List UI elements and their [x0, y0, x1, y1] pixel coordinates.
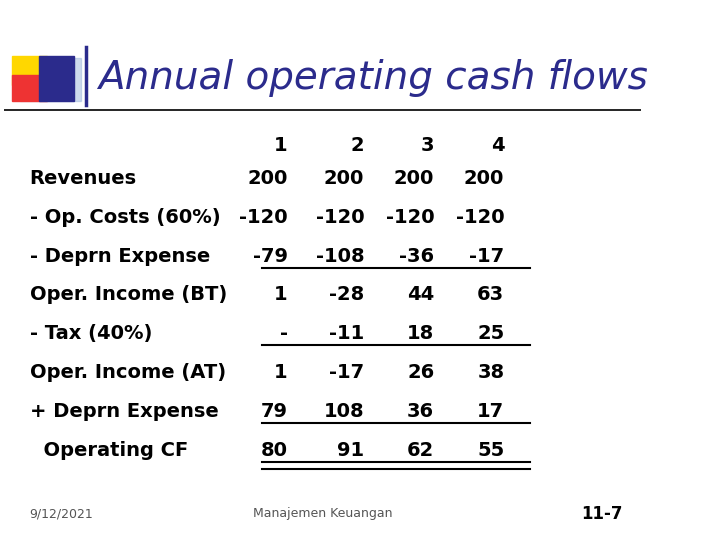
Text: 18: 18 [407, 325, 434, 343]
Text: -36: -36 [399, 247, 434, 266]
Text: Operating CF: Operating CF [30, 441, 188, 460]
Text: 11-7: 11-7 [581, 504, 622, 523]
Text: -17: -17 [469, 247, 505, 266]
Text: Revenues: Revenues [30, 169, 137, 188]
Text: -120: -120 [239, 208, 288, 227]
Text: 1: 1 [274, 136, 288, 154]
Bar [20, 58, 81, 101]
Text: -79: -79 [253, 247, 288, 266]
Text: Annual operating cash flows: Annual operating cash flows [99, 58, 648, 97]
Text: Oper. Income (BT): Oper. Income (BT) [30, 286, 227, 305]
Text: 79: 79 [261, 402, 288, 421]
Text: -120: -120 [315, 208, 364, 227]
Text: 80: 80 [261, 441, 288, 460]
Text: 3: 3 [420, 136, 434, 154]
Text: 91: 91 [337, 441, 364, 460]
Text: 17: 17 [477, 402, 505, 421]
Text: Manajemen Keuangan: Manajemen Keuangan [253, 507, 392, 520]
Bar [12, 56, 47, 85]
Text: 62: 62 [407, 441, 434, 460]
Text: 25: 25 [477, 325, 505, 343]
Text: 1: 1 [274, 286, 288, 305]
Text: 200: 200 [464, 169, 505, 188]
Text: - Deprn Expense: - Deprn Expense [30, 247, 210, 266]
Text: - Tax (40%): - Tax (40%) [30, 325, 152, 343]
Bar [39, 56, 74, 101]
Text: 1: 1 [274, 363, 288, 382]
Text: -11: -11 [329, 325, 364, 343]
Text: -28: -28 [329, 286, 364, 305]
Text: - Op. Costs (60%): - Op. Costs (60%) [30, 208, 220, 227]
Text: -: - [280, 325, 288, 343]
Text: 63: 63 [477, 286, 505, 305]
Text: 26: 26 [407, 363, 434, 382]
Text: 200: 200 [394, 169, 434, 188]
Text: 38: 38 [477, 363, 505, 382]
Text: 9/12/2021: 9/12/2021 [30, 507, 94, 520]
Text: + Deprn Expense: + Deprn Expense [30, 402, 218, 421]
Text: Oper. Income (AT): Oper. Income (AT) [30, 363, 226, 382]
Text: 36: 36 [407, 402, 434, 421]
Text: 2: 2 [351, 136, 364, 154]
Text: 44: 44 [407, 286, 434, 305]
Bar [12, 76, 47, 101]
Text: -108: -108 [315, 247, 364, 266]
Text: 55: 55 [477, 441, 505, 460]
Text: 200: 200 [248, 169, 288, 188]
Text: 108: 108 [323, 402, 364, 421]
Text: -17: -17 [329, 363, 364, 382]
Text: 200: 200 [324, 169, 364, 188]
Text: -120: -120 [456, 208, 505, 227]
Text: -120: -120 [386, 208, 434, 227]
Text: 4: 4 [491, 136, 505, 154]
